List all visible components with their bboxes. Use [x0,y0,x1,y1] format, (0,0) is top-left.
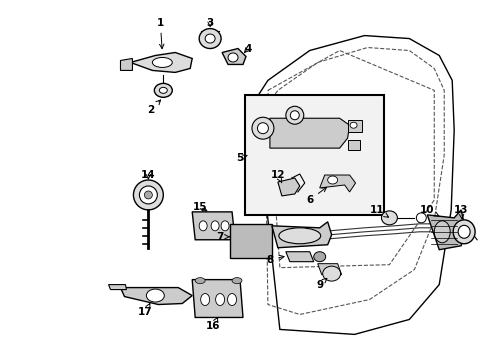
Ellipse shape [154,84,172,97]
Ellipse shape [415,213,426,223]
Text: 9: 9 [316,278,326,289]
Ellipse shape [327,176,337,184]
Ellipse shape [139,186,157,204]
Polygon shape [120,58,132,71]
Ellipse shape [199,28,221,49]
Polygon shape [427,210,464,250]
Polygon shape [254,36,453,334]
Bar [229,224,271,258]
Ellipse shape [278,228,320,244]
Ellipse shape [211,221,219,231]
Ellipse shape [227,53,238,62]
Polygon shape [277,178,299,196]
Ellipse shape [457,225,469,238]
Polygon shape [285,252,313,262]
Text: 11: 11 [369,205,388,217]
Polygon shape [271,222,331,248]
Ellipse shape [205,34,215,43]
Ellipse shape [133,180,163,210]
Text: 3: 3 [206,18,213,28]
Text: 5: 5 [236,153,246,163]
Ellipse shape [381,211,397,225]
Text: 15: 15 [193,202,207,212]
Ellipse shape [146,289,164,302]
Bar [347,140,359,150]
Polygon shape [108,285,126,289]
Ellipse shape [313,252,325,262]
Text: 1: 1 [156,18,163,49]
Polygon shape [130,53,192,72]
Text: 2: 2 [146,100,160,115]
Text: 10: 10 [419,205,439,216]
Ellipse shape [144,191,152,199]
Ellipse shape [257,123,268,134]
Ellipse shape [433,221,449,243]
Ellipse shape [159,87,167,93]
Ellipse shape [215,293,224,306]
Text: 16: 16 [205,318,220,332]
Ellipse shape [199,221,207,231]
Ellipse shape [452,220,474,244]
Bar [347,120,361,132]
Polygon shape [319,175,355,192]
Text: 13: 13 [453,205,468,219]
Bar [244,95,384,215]
Text: 7: 7 [216,232,229,242]
Ellipse shape [227,293,236,306]
Ellipse shape [232,278,242,284]
Polygon shape [192,280,243,318]
Text: 14: 14 [141,170,155,180]
Text: 8: 8 [266,255,284,265]
Text: 6: 6 [305,187,326,205]
Ellipse shape [322,266,340,281]
Polygon shape [317,264,341,275]
Ellipse shape [200,293,209,306]
Polygon shape [120,288,192,305]
Polygon shape [192,212,235,240]
Text: 4: 4 [244,44,251,54]
Ellipse shape [152,58,172,67]
Polygon shape [269,118,349,148]
Ellipse shape [285,106,303,124]
Text: 12: 12 [270,170,285,183]
Ellipse shape [195,278,205,284]
Ellipse shape [221,221,228,231]
Ellipse shape [349,122,356,128]
Ellipse shape [251,117,273,139]
Polygon shape [222,49,245,64]
Text: 17: 17 [138,303,152,318]
Ellipse shape [290,111,299,120]
